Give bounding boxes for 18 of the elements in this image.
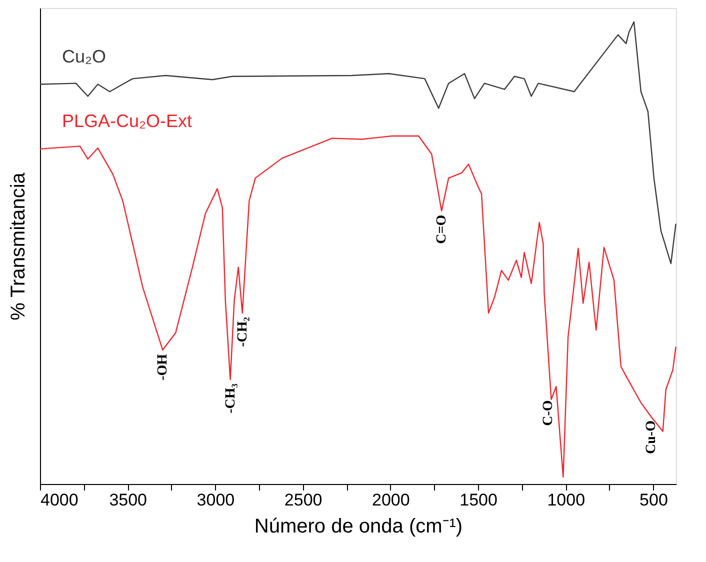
x-tick-label: 2000 bbox=[372, 490, 410, 510]
series-label: PLGA-Cu₂O-Ext bbox=[62, 110, 192, 131]
x-tick-label: 4000 bbox=[40, 490, 78, 510]
x-axis-title: Número de onda (cm⁻¹) bbox=[254, 516, 463, 538]
x-tick-label: 2500 bbox=[284, 490, 322, 510]
annotation: -CH₂ bbox=[235, 317, 250, 347]
y-axis-title: % Transmitancia bbox=[8, 172, 30, 320]
annotation: Cu-O bbox=[644, 420, 659, 454]
x-tick-label: 3000 bbox=[196, 490, 235, 510]
x-tick-label: 500 bbox=[640, 490, 668, 510]
annotation: C-O bbox=[541, 400, 556, 426]
annotation: -CH₃ bbox=[223, 384, 238, 414]
series-label: Cu₂O bbox=[62, 46, 106, 66]
annotation: C=O bbox=[434, 214, 450, 244]
x-tick-label: 1500 bbox=[460, 490, 498, 510]
annotation: -OH bbox=[156, 354, 171, 380]
x-tick-label: 1000 bbox=[547, 490, 586, 510]
x-tick-label: 3500 bbox=[109, 490, 148, 510]
